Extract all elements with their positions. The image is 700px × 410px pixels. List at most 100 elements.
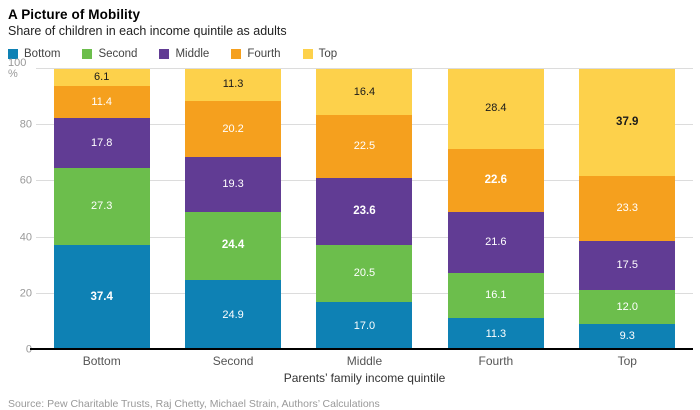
y-tick-label: 0: [25, 343, 32, 356]
legend-swatch-icon: [302, 49, 313, 59]
bar-value-label: 12.0: [616, 300, 638, 313]
legend-label: Second: [98, 48, 138, 60]
x-tick-row: Bottom Second Middle Fourth Top: [36, 354, 696, 368]
bar-value-label: 28.4: [485, 102, 507, 115]
bar-column-second: 24.9 24.4 19.3 20.2 11.3: [167, 69, 298, 350]
bar-segment-bottom-second: 27.3: [53, 168, 150, 245]
y-tick-label: 20: [19, 287, 32, 300]
bar-value-label: 20.2: [222, 122, 244, 135]
bar-value-label: 17.0: [353, 319, 376, 332]
legend-item-second: Second: [82, 48, 137, 60]
legend: Bottom Second Middle Fourth Top: [8, 47, 696, 61]
bar-segment-fourth-second: 16.1: [447, 273, 544, 319]
bar-value-label: 24.4: [221, 239, 245, 252]
source-note: Source: Pew Charitable Trusts, Raj Chett…: [8, 398, 380, 410]
bar-value-label: 17.5: [616, 259, 638, 272]
bar-column-top: 9.3 12.0 17.5 23.3 37.9: [562, 69, 693, 350]
legend-item-bottom: Bottom: [8, 48, 60, 60]
bar-segment-fourth-middle: 21.6: [447, 212, 544, 274]
y-axis: 0 20 40 60 80 100 %: [8, 58, 36, 356]
bar-value-label: 21.6: [485, 236, 507, 249]
legend-item-fourth: Fourth: [231, 48, 281, 60]
bar-segment-middle-middle: 23.6: [316, 178, 413, 245]
bar-value-label: 23.3: [616, 201, 638, 214]
stacked-bar-bottom: 37.4 27.3 17.8 11.4 6.1: [53, 69, 150, 350]
bar-value-label: 6.1: [94, 71, 110, 84]
bar-column-bottom: 37.4 27.3 17.8 11.4 6.1: [36, 69, 167, 350]
x-axis-baseline: [36, 348, 693, 350]
bar-segment-second-second: 24.4: [185, 211, 282, 281]
bar-value-label: 24.9: [222, 308, 244, 321]
x-tick-label-fourth: Fourth: [478, 354, 514, 368]
bars-row: 37.4 27.3 17.8 11.4 6.1 24.9 24.4 19.3 20.2 11.3 1…: [36, 69, 693, 350]
bar-value-label: 22.5: [353, 140, 376, 153]
bar-segment-top-fourth: 23.3: [579, 175, 676, 241]
bar-segment-bottom-fourth: 11.4: [53, 86, 150, 119]
x-tick-label-top: Top: [617, 354, 637, 368]
bar-segment-top-second: 12.0: [579, 290, 676, 324]
bar-value-label: 22.6: [484, 174, 508, 187]
bar-segment-top-bottom: 9.3: [579, 323, 676, 350]
bar-column-fourth: 11.3 16.1 21.6 22.6 28.4: [430, 69, 561, 350]
y-tick-label: 80: [19, 118, 32, 131]
bar-value-label: 37.4: [90, 290, 113, 303]
legend-label: Top: [318, 48, 338, 60]
legend-item-top: Top: [302, 48, 338, 60]
bar-segment-fourth-bottom: 11.3: [447, 318, 544, 350]
legend-swatch-icon: [231, 49, 242, 59]
stacked-bar-top: 9.3 12.0 17.5 23.3 37.9: [579, 69, 676, 350]
bar-value-label: 11.3: [485, 327, 507, 340]
legend-swatch-icon: [8, 49, 18, 59]
bar-value-label: 11.4: [91, 95, 112, 108]
bar-segment-top-middle: 17.5: [579, 240, 676, 291]
x-tick-label-middle: Middle: [346, 354, 383, 368]
x-tick-label-second: Second: [212, 354, 254, 368]
y-tick-label: 60: [19, 174, 32, 187]
legend-label: Fourth: [247, 48, 281, 60]
bar-value-label: 37.9: [616, 115, 639, 128]
bar-value-label: 17.8: [90, 136, 113, 149]
chart-subtitle: Share of children in each income quintil…: [8, 24, 287, 38]
plot-area: 37.4 27.3 17.8 11.4 6.1 24.9 24.4 19.3 20.2 11.3 1…: [30, 68, 693, 350]
legend-swatch-icon: [159, 49, 170, 59]
x-axis-title: Parents’ family income quintile: [283, 371, 446, 385]
bar-value-label: 16.4: [353, 85, 376, 98]
bar-segment-middle-top: 16.4: [316, 69, 413, 116]
legend-item-middle: Middle: [159, 48, 209, 60]
legend-label: Bottom: [24, 48, 61, 60]
legend-label: Middle: [175, 48, 210, 60]
bar-value-label: 27.3: [90, 200, 113, 213]
bar-value-label: 16.1: [485, 289, 507, 302]
bar-value-label: 19.3: [222, 178, 244, 190]
bar-segment-second-fourth: 20.2: [185, 100, 282, 158]
bar-value-label: 9.3: [619, 330, 635, 343]
bar-segment-bottom-middle: 17.8: [53, 118, 150, 169]
gridline: [36, 68, 693, 69]
bar-value-label: 23.6: [353, 204, 376, 217]
zero-tick: [30, 348, 36, 350]
bar-segment-middle-bottom: 17.0: [316, 302, 413, 350]
bar-segment-second-top: 11.3: [185, 69, 282, 101]
bar-segment-fourth-top: 28.4: [447, 69, 544, 149]
legend-swatch-icon: [82, 49, 93, 59]
bar-segment-bottom-bottom: 37.4: [53, 244, 150, 350]
bar-column-middle: 17.0 20.5 23.6 22.5 16.4: [299, 69, 430, 350]
bar-segment-second-middle: 19.3: [185, 157, 282, 212]
stacked-bar-fourth: 11.3 16.1 21.6 22.6 28.4: [447, 69, 544, 350]
bar-segment-middle-fourth: 22.5: [316, 115, 413, 179]
x-tick-label-bottom: Bottom: [82, 354, 121, 368]
stacked-bar-middle: 17.0 20.5 23.6 22.5 16.4: [316, 69, 413, 350]
bar-segment-second-bottom: 24.9: [185, 280, 282, 350]
bar-value-label: 11.3: [222, 78, 244, 91]
stacked-bar-second: 24.9 24.4 19.3 20.2 11.3: [185, 69, 282, 350]
y-tick-label: 100 %: [8, 57, 27, 80]
chart-area: 0 20 40 60 80 100 % 37.4 27.3 17.8 11.4 6.1 24.9 24…: [8, 58, 696, 356]
bar-segment-fourth-fourth: 22.6: [447, 148, 544, 213]
chart-title: A Picture of Mobility: [8, 7, 141, 22]
bar-segment-top-top: 37.9: [579, 69, 676, 176]
bar-segment-bottom-top: 6.1: [53, 69, 150, 87]
bar-segment-middle-second: 20.5: [316, 244, 413, 303]
y-tick-label: 40: [19, 231, 32, 244]
bar-value-label: 20.5: [353, 266, 376, 279]
